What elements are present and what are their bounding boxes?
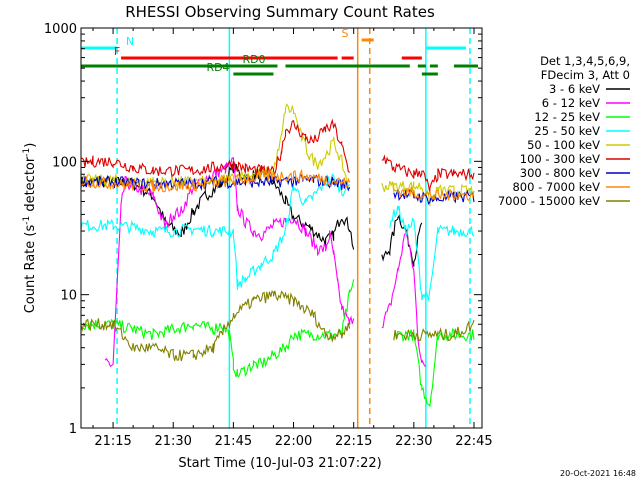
y-axis: 1 10 100 1000 xyxy=(44,22,482,437)
chart-title: RHESSI Observing Summary Count Rates xyxy=(125,3,435,21)
series-line-8 xyxy=(80,168,475,202)
flag-label-rd0: RD0 xyxy=(242,53,265,66)
legend-label: 6 - 12 keV xyxy=(542,96,600,110)
x-axis: 21:15 21:30 21:45 22:00 22:15 22:30 22:45 xyxy=(92,28,493,449)
flag-label-f: F xyxy=(114,45,120,58)
legend-label: 300 - 800 keV xyxy=(520,166,600,180)
legend-label: 50 - 100 keV xyxy=(527,138,600,152)
legend-label: 25 - 50 keV xyxy=(534,124,600,138)
plot-frame xyxy=(80,27,483,429)
legend-label: 12 - 25 keV xyxy=(534,110,600,124)
x-tick-label: 21:45 xyxy=(215,434,252,449)
x-tick-label: 22:45 xyxy=(455,434,492,449)
y-tick-label: 1 xyxy=(69,422,77,437)
y-tick-label: 100 xyxy=(52,155,77,170)
x-axis-label: Start Time (10-Jul-03 21:07:22) xyxy=(178,456,381,471)
legend-label: 7000 - 15000 keV xyxy=(498,194,600,208)
x-tick-label: 21:15 xyxy=(94,434,131,449)
x-tick-label: 22:15 xyxy=(335,434,372,449)
legend: Det 1,3,4,5,6,9, FDecim 3, Att 0 3 - 6 k… xyxy=(498,54,630,208)
flag-label-n: N xyxy=(126,35,134,48)
series-line-2 xyxy=(104,157,427,367)
series-line-4 xyxy=(80,173,475,301)
timestamp: 20-Oct-2021 16:48 xyxy=(560,469,636,478)
x-tick-label: 21:30 xyxy=(154,434,191,449)
legend-label: 3 - 6 keV xyxy=(549,82,600,96)
y-tick-label: 1000 xyxy=(44,22,77,37)
legend-header-line-2: FDecim 3, Att 0 xyxy=(541,68,630,82)
plot-area: NF S RD0 RD4 xyxy=(80,27,478,428)
series-line-9 xyxy=(80,290,475,362)
series-line-6 xyxy=(80,118,475,193)
legend-label: 800 - 7000 keV xyxy=(512,180,600,194)
series-line-3 xyxy=(80,279,475,407)
legend-label: 100 - 300 keV xyxy=(520,152,600,166)
y-axis-label: Count Rate (s-1 detector-1) xyxy=(22,143,38,314)
flag-label-s: S xyxy=(342,27,349,40)
x-tick-label: 22:00 xyxy=(275,434,312,449)
y-tick-label: 10 xyxy=(60,289,77,304)
legend-header-line-1: Det 1,3,4,5,6,9, xyxy=(540,54,630,68)
x-tick-label: 22:30 xyxy=(395,434,432,449)
flag-label-rd4: RD4 xyxy=(206,61,229,74)
